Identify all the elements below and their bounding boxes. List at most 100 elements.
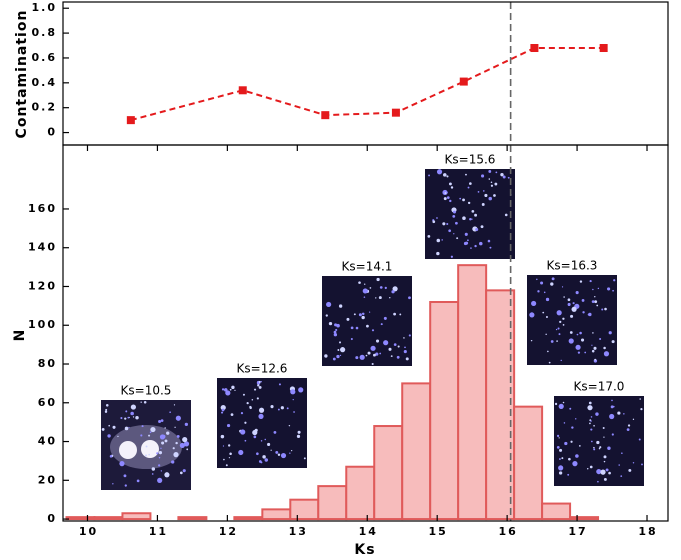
star	[158, 419, 162, 423]
star	[408, 334, 411, 337]
star	[324, 354, 328, 358]
star	[290, 389, 296, 395]
star	[563, 296, 565, 298]
star	[226, 423, 231, 428]
star	[124, 484, 127, 487]
plot-frame	[62, 1, 669, 146]
star	[270, 449, 272, 451]
star	[358, 313, 362, 317]
star	[338, 304, 343, 308]
star	[446, 222, 449, 225]
star	[149, 431, 152, 434]
star	[240, 429, 246, 435]
star	[389, 297, 391, 299]
star	[504, 213, 508, 217]
star	[563, 422, 566, 424]
top-y-label: Contamination	[14, 10, 30, 139]
star	[536, 278, 538, 281]
star	[620, 475, 623, 477]
star	[176, 434, 180, 438]
star	[600, 469, 606, 475]
star	[589, 465, 593, 469]
bar	[289, 498, 320, 521]
star	[403, 350, 407, 354]
star	[396, 355, 400, 359]
star	[277, 408, 280, 411]
star	[371, 362, 374, 366]
star	[617, 411, 621, 415]
star	[554, 402, 558, 406]
star	[286, 407, 289, 410]
star	[390, 355, 393, 358]
star	[607, 446, 611, 450]
star	[125, 410, 128, 413]
star	[489, 246, 492, 249]
y-tick-label: 120	[28, 279, 57, 292]
star	[105, 408, 108, 411]
star	[587, 405, 593, 411]
star	[260, 440, 263, 442]
star	[543, 291, 546, 294]
star	[569, 407, 572, 410]
star	[355, 356, 359, 360]
star	[130, 411, 134, 416]
star	[371, 329, 375, 332]
star	[596, 304, 599, 307]
star	[590, 416, 593, 418]
y-tick-label: 0.6	[32, 51, 58, 64]
annotation: Ks=16.3	[547, 259, 598, 273]
star	[632, 418, 635, 421]
star	[379, 286, 383, 289]
star	[531, 300, 537, 307]
star	[604, 307, 607, 311]
star	[449, 199, 452, 203]
y-tick-label: 0	[47, 126, 57, 139]
star	[227, 444, 231, 447]
x-tick-label: 15	[429, 525, 448, 538]
star	[140, 434, 143, 437]
plot-frame	[62, 144, 669, 522]
star	[173, 404, 176, 406]
star	[397, 345, 400, 348]
star	[369, 311, 371, 313]
star	[362, 288, 368, 294]
bar	[261, 508, 292, 521]
star	[560, 359, 562, 362]
star	[256, 452, 259, 456]
star	[335, 328, 338, 332]
star	[450, 186, 454, 189]
star	[556, 310, 562, 316]
star	[558, 437, 560, 439]
star	[159, 434, 166, 440]
data-line	[130, 47, 604, 122]
star	[127, 416, 130, 419]
star	[545, 333, 547, 336]
star	[450, 255, 453, 258]
star	[258, 385, 262, 389]
star	[609, 413, 615, 420]
star	[383, 316, 387, 320]
star	[571, 306, 577, 312]
bar	[233, 516, 264, 521]
star	[638, 438, 641, 441]
star	[477, 190, 480, 193]
star	[230, 413, 234, 416]
star	[392, 286, 398, 292]
y-tick-label: 1.0	[32, 1, 58, 14]
bar	[317, 485, 348, 521]
star	[611, 340, 615, 344]
star	[273, 430, 277, 434]
star	[441, 239, 443, 241]
star	[612, 289, 614, 292]
bar	[121, 512, 152, 521]
star	[568, 457, 571, 461]
star	[325, 314, 328, 317]
star	[464, 232, 468, 236]
star	[469, 218, 472, 221]
star	[608, 471, 611, 475]
star	[117, 435, 119, 438]
bar	[373, 425, 404, 521]
star	[379, 352, 382, 355]
y-tick-label: 20	[38, 473, 57, 486]
